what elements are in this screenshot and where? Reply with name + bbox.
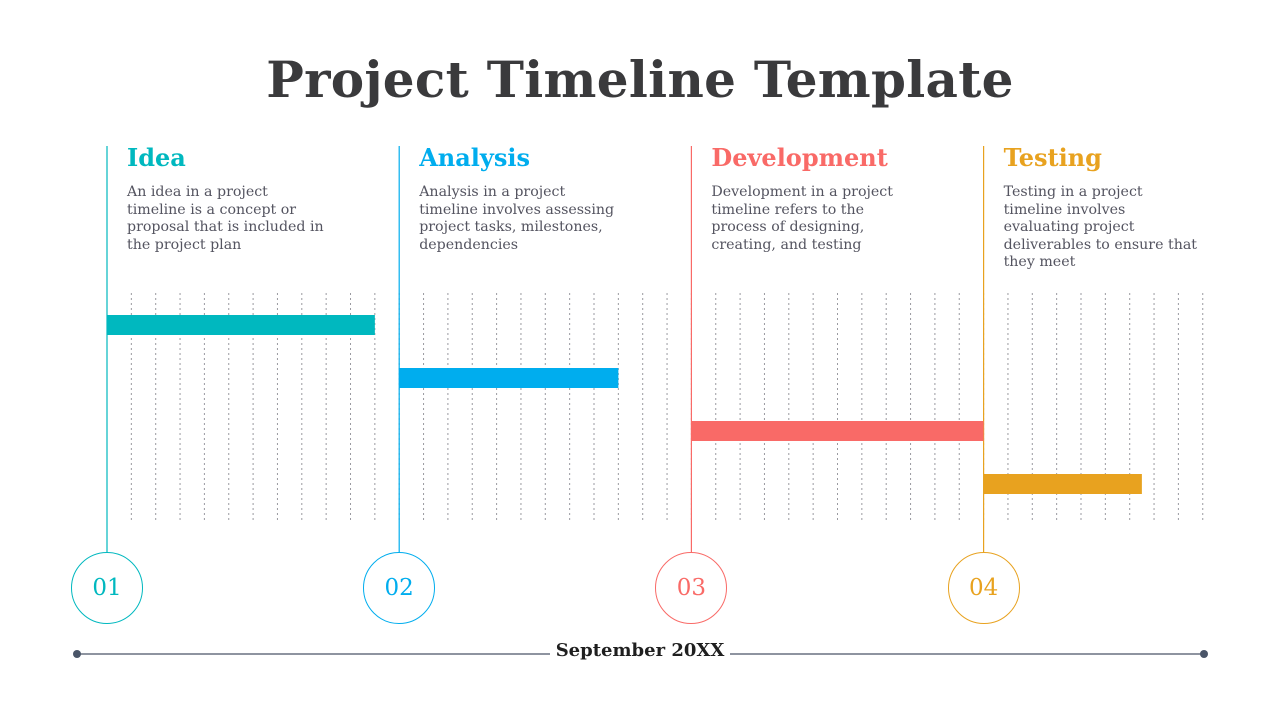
phase-title-development: Development bbox=[711, 143, 888, 172]
timeline-axis-end-dot bbox=[1200, 650, 1208, 658]
gantt-bar-testing bbox=[983, 474, 1142, 494]
step-number-02: 02 bbox=[363, 552, 436, 624]
phase-title-analysis: Analysis bbox=[419, 143, 531, 172]
phase-description-idea: An idea in a project timeline is a conce… bbox=[127, 184, 324, 253]
gantt-bar-development bbox=[691, 421, 984, 441]
phase-lines bbox=[106, 146, 985, 552]
page-title: Project Timeline Template bbox=[266, 50, 1014, 109]
phase-title-idea: Idea bbox=[127, 143, 186, 172]
timeline-axis-start-dot bbox=[73, 650, 81, 658]
step-number-03: 03 bbox=[655, 552, 728, 624]
gantt-bar-idea bbox=[107, 315, 375, 335]
step-number-04: 04 bbox=[947, 552, 1020, 624]
gantt-bar-analysis bbox=[399, 368, 619, 388]
phase-title-testing: Testing bbox=[1003, 143, 1102, 172]
phase-description-development: Development in a project timeline refers… bbox=[711, 184, 893, 253]
phase-description-testing: Testing in a project timeline involves e… bbox=[1003, 184, 1197, 270]
timeline-date-label: September 20XX bbox=[550, 640, 730, 661]
step-number-01: 01 bbox=[71, 552, 143, 624]
gantt-bars bbox=[107, 315, 1142, 494]
phase-description-analysis: Analysis in a project timeline involves … bbox=[419, 184, 615, 253]
